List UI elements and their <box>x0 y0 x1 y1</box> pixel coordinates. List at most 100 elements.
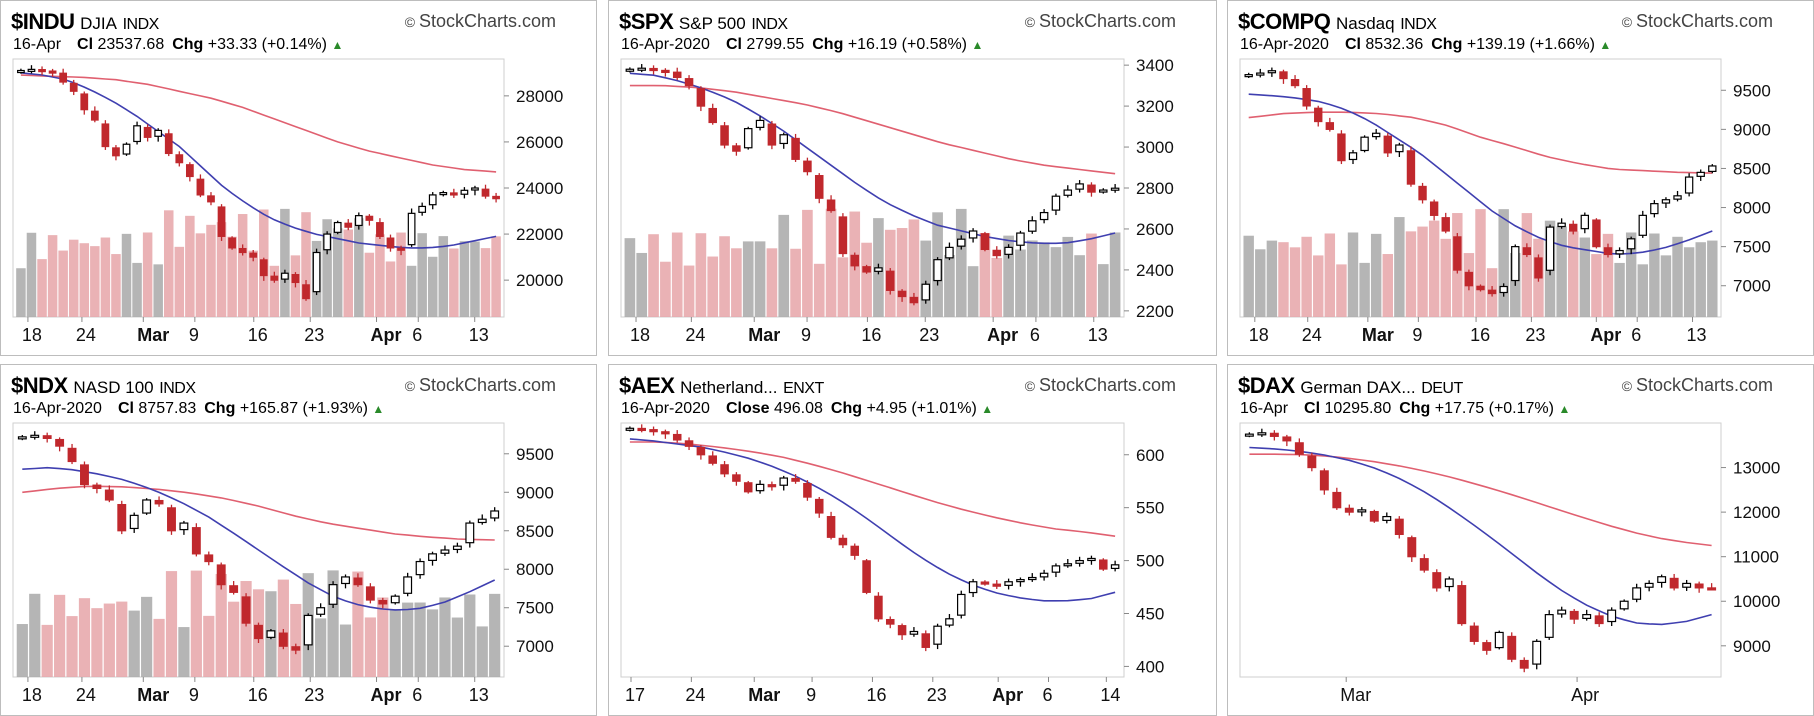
volume-bar <box>1289 247 1301 317</box>
volume-bar <box>163 210 174 317</box>
candle-body <box>407 212 416 246</box>
x-tick-label: 9 <box>189 685 199 705</box>
candle-body <box>449 192 458 196</box>
candle-body <box>17 69 25 74</box>
candle-body <box>1707 587 1717 591</box>
volume-bar <box>1660 255 1672 317</box>
candle-body <box>1603 247 1613 256</box>
candle-body <box>142 499 152 514</box>
chart-ticker: $COMPQ Nasdaq INDX <box>1238 9 1437 35</box>
candle-body <box>344 222 353 228</box>
volume-bar <box>116 601 128 677</box>
candle-body <box>17 436 27 440</box>
chart-ticker: $INDU DJIA INDX <box>11 9 159 35</box>
x-tick-label: 24 <box>685 325 705 345</box>
volume-bar <box>343 229 354 317</box>
candle-body <box>191 527 201 555</box>
volume-bar <box>121 233 132 317</box>
close-value: 8757.83 <box>138 400 197 417</box>
candle-body <box>164 133 173 155</box>
candle-body <box>1348 152 1358 161</box>
x-tick-label: Apr <box>1590 325 1621 345</box>
volume-bar <box>1707 240 1718 317</box>
volume-bar <box>280 208 290 317</box>
candle-body <box>992 249 1002 257</box>
volume-bar <box>1109 232 1121 317</box>
candle-body <box>649 67 658 72</box>
candle-body <box>1569 610 1579 620</box>
chart-ticker: $DAX German DAX... DEUT <box>1238 373 1463 399</box>
volume-bar <box>1097 264 1109 317</box>
candle-body <box>732 474 741 482</box>
candle-body <box>312 251 321 293</box>
candle-body <box>838 216 848 255</box>
chg-value: +17.75 (+0.17%) <box>1434 400 1554 417</box>
chg-label: Chg <box>1431 36 1463 53</box>
chg-label: Chg <box>204 400 236 417</box>
x-tick-label: 9 <box>801 325 811 345</box>
volume-bar <box>216 222 227 317</box>
price-plot: 9500 9000 8500 8000 7500 7000 18 24 Mar 9 16 23 Apr 6… <box>1239 58 1771 345</box>
volume-bar <box>1579 237 1591 317</box>
candle-body <box>814 498 824 514</box>
close-value: 2799.55 <box>746 36 805 53</box>
candle-body <box>885 618 895 625</box>
candle-body <box>684 78 694 87</box>
brand-text: StockCharts.com <box>418 375 556 395</box>
volume-bar <box>920 240 932 317</box>
volume-bar <box>47 235 58 317</box>
candle-body <box>1441 217 1450 232</box>
close-label: Close <box>725 400 770 417</box>
candle-body <box>1615 249 1624 255</box>
chart-ticker: $SPX S&P 500 INDX <box>619 9 788 35</box>
candle-body <box>732 145 741 152</box>
y-tick-label: 550 <box>1136 499 1164 518</box>
candle-body <box>1544 614 1554 638</box>
candle-body <box>1464 271 1474 287</box>
chg-label: Chg <box>812 36 844 53</box>
volume-bar <box>480 248 491 317</box>
volume-bar <box>944 255 955 317</box>
candle-body <box>249 252 258 258</box>
candle-body <box>270 275 279 281</box>
x-tick-label: 18 <box>22 685 42 705</box>
candle-body <box>779 477 789 486</box>
volume-bar <box>1255 249 1266 317</box>
candle-body <box>1269 432 1279 437</box>
volume-bar <box>90 246 100 317</box>
volume-bar <box>364 617 376 677</box>
candle-body <box>1075 183 1084 190</box>
y-tick-label: 450 <box>1136 605 1164 624</box>
volume-bar <box>1695 242 1706 317</box>
candle-body <box>885 270 895 291</box>
y-tick-label: 3400 <box>1136 56 1174 75</box>
candle-body <box>708 455 717 464</box>
candle-body <box>767 484 777 488</box>
candle-body <box>1383 135 1392 154</box>
brand-label: © StockCharts.com <box>405 375 556 396</box>
volume-bar <box>766 248 778 317</box>
brand-text: StockCharts.com <box>1038 11 1176 31</box>
candle-body <box>1582 614 1592 620</box>
volume-bar <box>269 265 280 317</box>
candle-body <box>196 178 205 196</box>
candle-body <box>980 581 990 585</box>
price-date: 16-Apr-2020 <box>1240 36 1329 53</box>
candle-body <box>625 427 635 431</box>
close-value: 8532.36 <box>1365 36 1424 53</box>
x-tick-label: 6 <box>1030 325 1040 345</box>
chg-label: Chg <box>1399 400 1431 417</box>
candle-body <box>1644 582 1654 588</box>
candle-body <box>1110 187 1120 191</box>
y-tick-label: 9000 <box>516 483 554 502</box>
candle-body <box>465 522 475 544</box>
volume-bar <box>100 237 111 317</box>
brand-text: StockCharts.com <box>418 11 556 31</box>
plot-frame <box>1239 422 1722 678</box>
y-tick-label: 7000 <box>516 637 554 656</box>
copyright-icon: © <box>1621 378 1636 394</box>
x-tick-label: 24 <box>76 685 96 705</box>
volume-bar <box>1405 231 1417 317</box>
candle-body <box>101 123 110 148</box>
volume-bar <box>1672 236 1683 317</box>
